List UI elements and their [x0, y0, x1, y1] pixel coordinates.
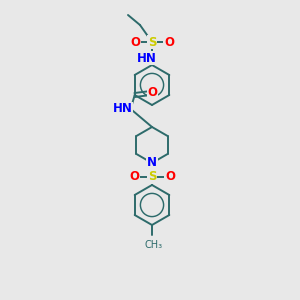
Text: HN: HN: [137, 52, 157, 64]
Text: O: O: [129, 170, 139, 184]
Text: N: N: [147, 157, 157, 169]
Text: O: O: [148, 86, 158, 100]
Text: CH₃: CH₃: [145, 240, 163, 250]
Text: O: O: [130, 35, 140, 49]
Text: S: S: [148, 35, 156, 49]
Text: O: O: [164, 35, 174, 49]
Text: O: O: [165, 170, 175, 184]
Text: S: S: [148, 170, 156, 184]
Text: HN: HN: [113, 103, 133, 116]
